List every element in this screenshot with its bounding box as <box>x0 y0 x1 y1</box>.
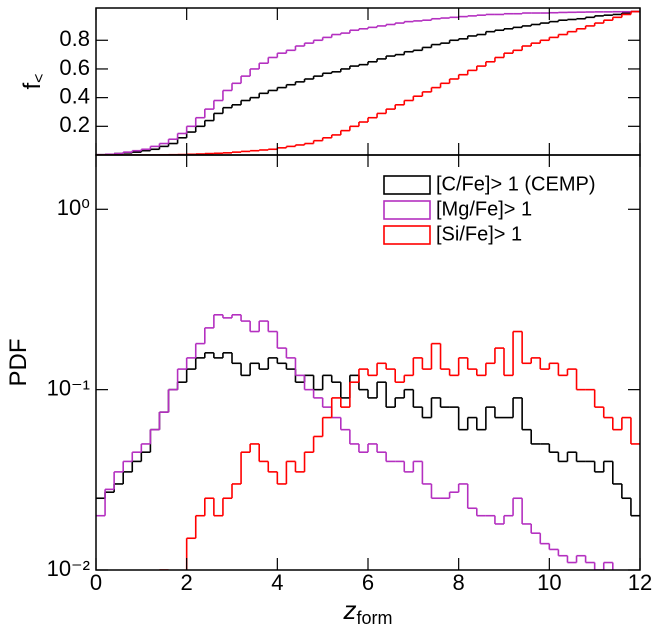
legend-swatch <box>383 225 431 245</box>
y-axis-label: f< <box>19 73 48 89</box>
y-tick-label: 0.6 <box>59 55 90 80</box>
legend-label: [C/Fe]> 1 (CEMP) <box>436 173 595 195</box>
x-tick-label: 6 <box>362 570 374 595</box>
x-axis-label-text: z <box>343 595 357 625</box>
legend-label: [Si/Fe]> 1 <box>436 223 522 245</box>
legend-swatch <box>383 175 431 195</box>
y-tick-label: 10⁰ <box>57 195 90 220</box>
y-axis-label: PDF <box>5 339 32 387</box>
x-axis-label-sub: form <box>357 608 393 628</box>
y-axis-label-text: f <box>19 83 46 90</box>
plot-area <box>96 10 640 155</box>
plot-area <box>96 314 640 570</box>
y-tick-label: 0.4 <box>59 83 90 108</box>
x-tick-label: 12 <box>628 570 652 595</box>
y-tick-label: 0.2 <box>59 112 90 137</box>
y-axis-label-text: PDF <box>5 339 32 387</box>
y-tick-label: 10⁻¹ <box>47 375 90 400</box>
x-axis-label: zform <box>343 595 393 628</box>
legend-label: [Mg/Fe]> 1 <box>436 198 532 220</box>
y-axis-label-sub: < <box>31 73 48 82</box>
y-tick-label: 0.8 <box>59 26 90 51</box>
y-tick-label: 10⁻² <box>47 556 90 581</box>
x-tick-label: 8 <box>453 570 465 595</box>
x-tick-label: 4 <box>271 570 283 595</box>
legend-swatch <box>383 200 431 220</box>
x-tick-label: 0 <box>90 570 102 595</box>
x-tick-label: 10 <box>537 570 561 595</box>
x-tick-label: 2 <box>181 570 193 595</box>
